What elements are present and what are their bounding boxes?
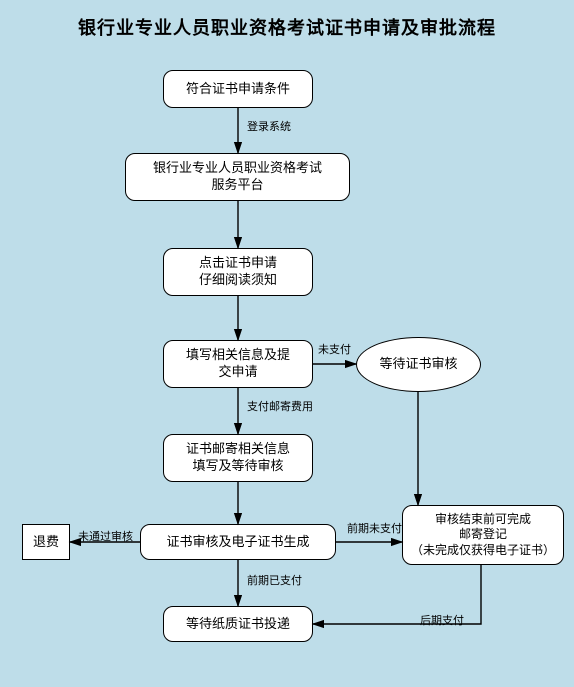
label-pay-mail: 支付邮寄费用 xyxy=(247,398,313,414)
label-fail-review: 未通过审核 xyxy=(78,528,133,544)
node-apply-click: 点击证书申请仔细阅读须知 xyxy=(163,248,313,296)
label-unpaid: 未支付 xyxy=(318,341,351,357)
node-refund: 退费 xyxy=(22,524,70,560)
node-mail-register: 审核结束前可完成邮寄登记（未完成仅获得电子证书） xyxy=(402,505,564,565)
page-title: 银行业专业人员职业资格考试证书申请及审批流程 xyxy=(0,14,574,40)
node-platform: 银行业专业人员职业资格考试服务平台 xyxy=(125,153,350,201)
node-eligible: 符合证书申请条件 xyxy=(163,70,313,108)
node-review-ecert: 证书审核及电子证书生成 xyxy=(140,524,336,560)
label-later-pay: 后期支付 xyxy=(420,612,464,628)
label-prev-unpaid: 前期未支付 xyxy=(347,520,402,536)
node-wait-paper: 等待纸质证书投递 xyxy=(163,606,313,642)
label-login: 登录系统 xyxy=(247,118,291,134)
flowchart-canvas: 银行业专业人员职业资格考试证书申请及审批流程 符合证书申请条件 银行业专业人员职… xyxy=(0,0,574,687)
node-fill-submit: 填写相关信息及提交申请 xyxy=(163,340,313,388)
label-prev-paid: 前期已支付 xyxy=(247,572,302,588)
node-mail-info: 证书邮寄相关信息填写及等待审核 xyxy=(163,434,313,482)
node-wait-review: 等待证书审核 xyxy=(356,337,481,392)
